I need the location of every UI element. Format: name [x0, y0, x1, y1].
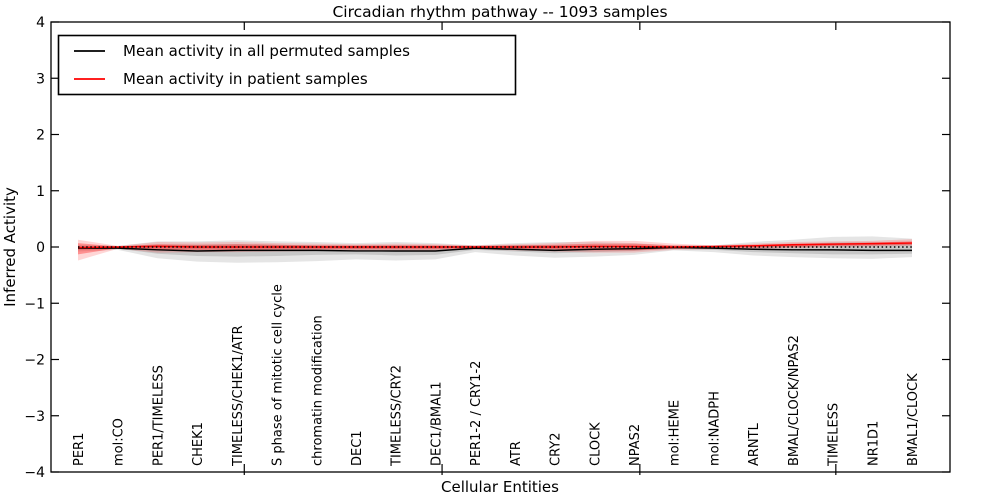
y-tick-label: −3 [24, 409, 45, 425]
x-category-label: BMAL1/CLOCK [906, 373, 921, 466]
x-category-label: TIMELESS/CHEK1/ATR [231, 325, 246, 467]
y-tick-label: 1 [36, 184, 45, 200]
plot-area [50, 21, 951, 473]
x-category-label: PER1/TIMELESS [151, 365, 166, 466]
y-tick-label: 0 [36, 240, 45, 256]
legend: Mean activity in all permuted samples Me… [57, 34, 517, 96]
y-tick-label: −4 [24, 465, 45, 481]
x-category-label: chromatin modification [310, 315, 325, 466]
y-tick-label: 3 [36, 71, 45, 87]
x-category-label: DEC1 [350, 430, 365, 466]
patient-band-inner [78, 241, 912, 255]
y-tick-label: −2 [24, 353, 45, 369]
y-axis-label: Inferred Activity [1, 187, 19, 307]
y-tick-label: −1 [24, 296, 45, 312]
x-category-label: DEC1/BMAL1 [429, 382, 444, 467]
x-category-label: ARNTL [747, 422, 762, 466]
x-category-label: mol:NADPH [707, 391, 722, 466]
permuted-mean-line [78, 246, 912, 252]
x-category-label: BMAL/CLOCK/NPAS2 [787, 335, 802, 466]
x-category-label: mol:HEME [668, 400, 683, 466]
legend-label-patient: Mean activity in patient samples [123, 70, 368, 88]
permuted-band-outer [78, 236, 912, 263]
x-category-label: TIMELESS/CRY2 [390, 365, 405, 467]
x-axis-label: Cellular Entities [441, 478, 559, 496]
plot-content: 4 3 2 1 0 −1 −2 −3 −4 PER1 mol:CO PER1/TIMELESS CHEK… [24, 15, 950, 481]
patient-mean-line [77, 242, 913, 249]
x-category-label: CLOCK [588, 422, 603, 466]
x-category-label: mol:CO [112, 418, 127, 466]
legend-label-permuted: Mean activity in all permuted samples [123, 42, 410, 60]
x-category-label: CHEK1 [191, 422, 206, 466]
x-category-label: PER1-2 / CRY1-2 [469, 361, 484, 466]
permuted-band-inner [78, 242, 912, 257]
x-category-label: PER1 [72, 433, 87, 466]
x-category-label: ATR [509, 441, 524, 466]
legend-box [57, 34, 517, 96]
patient-band-outer [78, 239, 912, 261]
y-tick-label: 2 [36, 128, 45, 144]
chart-title: Circadian rhythm pathway -- 1093 samples [332, 3, 667, 21]
x-category-label: NPAS2 [628, 424, 643, 466]
x-category-label: CRY2 [549, 433, 564, 467]
y-tick-label: 4 [36, 15, 45, 31]
x-category-label: TIMELESS [827, 403, 842, 467]
x-category-label: S phase of mitotic cell cycle [271, 284, 286, 466]
x-category-label: NR1D1 [866, 421, 881, 466]
